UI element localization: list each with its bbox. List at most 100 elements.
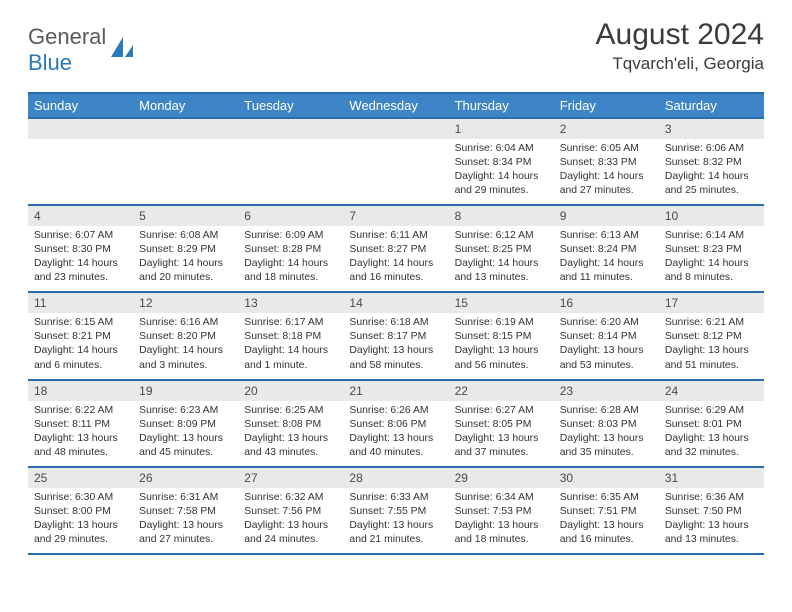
sunset-text: Sunset: 8:11 PM bbox=[34, 418, 127, 432]
daynum-row: 123 bbox=[28, 118, 764, 139]
daylight-text: Daylight: 13 hours and 43 minutes. bbox=[244, 432, 337, 460]
page-header: General Blue August 2024 Tqvarch'eli, Ge… bbox=[28, 18, 764, 76]
daynum-row: 25262728293031 bbox=[28, 467, 764, 488]
sunset-text: Sunset: 7:56 PM bbox=[244, 505, 337, 519]
sunrise-text: Sunrise: 6:30 AM bbox=[34, 491, 127, 505]
sunset-text: Sunset: 8:34 PM bbox=[455, 156, 548, 170]
sunset-text: Sunset: 7:53 PM bbox=[455, 505, 548, 519]
day-number: 20 bbox=[238, 381, 343, 401]
sunset-text: Sunset: 8:18 PM bbox=[244, 330, 337, 344]
sunrise-text: Sunrise: 6:20 AM bbox=[560, 316, 653, 330]
day-details: Sunrise: 6:18 AMSunset: 8:17 PMDaylight:… bbox=[343, 313, 448, 378]
day-number: 12 bbox=[133, 293, 238, 313]
daylight-text: Daylight: 13 hours and 29 minutes. bbox=[34, 519, 127, 547]
day-number: 30 bbox=[554, 468, 659, 488]
daylight-text: Daylight: 14 hours and 18 minutes. bbox=[244, 257, 337, 285]
sunrise-text: Sunrise: 6:34 AM bbox=[455, 491, 548, 505]
day-details: Sunrise: 6:05 AMSunset: 8:33 PMDaylight:… bbox=[554, 139, 659, 204]
weekday-row: Sunday Monday Tuesday Wednesday Thursday… bbox=[28, 93, 764, 118]
day-number: 11 bbox=[28, 293, 133, 313]
day-number: 22 bbox=[449, 381, 554, 401]
day-number: 1 bbox=[449, 119, 554, 139]
sunrise-text: Sunrise: 6:05 AM bbox=[560, 142, 653, 156]
sunset-text: Sunset: 8:23 PM bbox=[665, 243, 758, 257]
day-details: Sunrise: 6:17 AMSunset: 8:18 PMDaylight:… bbox=[238, 313, 343, 378]
daylight-text: Daylight: 13 hours and 32 minutes. bbox=[665, 432, 758, 460]
sunrise-text: Sunrise: 6:27 AM bbox=[455, 404, 548, 418]
sunrise-text: Sunrise: 6:14 AM bbox=[665, 229, 758, 243]
day-number: 23 bbox=[554, 381, 659, 401]
sunset-text: Sunset: 8:25 PM bbox=[455, 243, 548, 257]
day-number: 29 bbox=[449, 468, 554, 488]
weekday-header: Thursday bbox=[449, 93, 554, 118]
sunset-text: Sunset: 8:03 PM bbox=[560, 418, 653, 432]
day-details: Sunrise: 6:36 AMSunset: 7:50 PMDaylight:… bbox=[659, 488, 764, 553]
sunrise-text: Sunrise: 6:04 AM bbox=[455, 142, 548, 156]
day-number: 8 bbox=[449, 206, 554, 226]
day-number: 27 bbox=[238, 468, 343, 488]
sunset-text: Sunset: 8:15 PM bbox=[455, 330, 548, 344]
daylight-text: Daylight: 13 hours and 40 minutes. bbox=[349, 432, 442, 460]
sunset-text: Sunset: 8:30 PM bbox=[34, 243, 127, 257]
day-number: 15 bbox=[449, 293, 554, 313]
sunrise-text: Sunrise: 6:18 AM bbox=[349, 316, 442, 330]
daylight-text: Daylight: 14 hours and 6 minutes. bbox=[34, 344, 127, 372]
sunset-text: Sunset: 8:33 PM bbox=[560, 156, 653, 170]
sunset-text: Sunset: 8:06 PM bbox=[349, 418, 442, 432]
logo-sail-icon bbox=[109, 35, 135, 66]
daynum-row: 11121314151617 bbox=[28, 292, 764, 313]
day-details: Sunrise: 6:16 AMSunset: 8:20 PMDaylight:… bbox=[133, 313, 238, 378]
day-details: Sunrise: 6:11 AMSunset: 8:27 PMDaylight:… bbox=[343, 226, 448, 291]
sunrise-text: Sunrise: 6:21 AM bbox=[665, 316, 758, 330]
daydata-row: Sunrise: 6:07 AMSunset: 8:30 PMDaylight:… bbox=[28, 226, 764, 292]
daylight-text: Daylight: 13 hours and 27 minutes. bbox=[139, 519, 232, 547]
sunset-text: Sunset: 7:51 PM bbox=[560, 505, 653, 519]
sunrise-text: Sunrise: 6:26 AM bbox=[349, 404, 442, 418]
sunrise-text: Sunrise: 6:33 AM bbox=[349, 491, 442, 505]
weekday-header: Friday bbox=[554, 93, 659, 118]
daynum-row: 18192021222324 bbox=[28, 380, 764, 401]
daylight-text: Daylight: 13 hours and 53 minutes. bbox=[560, 344, 653, 372]
daydata-row: Sunrise: 6:22 AMSunset: 8:11 PMDaylight:… bbox=[28, 401, 764, 467]
sunrise-text: Sunrise: 6:23 AM bbox=[139, 404, 232, 418]
sunset-text: Sunset: 8:24 PM bbox=[560, 243, 653, 257]
day-number: 7 bbox=[343, 206, 448, 226]
weekday-header: Wednesday bbox=[343, 93, 448, 118]
day-details: Sunrise: 6:12 AMSunset: 8:25 PMDaylight:… bbox=[449, 226, 554, 291]
sunset-text: Sunset: 8:29 PM bbox=[139, 243, 232, 257]
day-details: Sunrise: 6:31 AMSunset: 7:58 PMDaylight:… bbox=[133, 488, 238, 553]
day-number: 4 bbox=[28, 206, 133, 226]
day-details: Sunrise: 6:35 AMSunset: 7:51 PMDaylight:… bbox=[554, 488, 659, 553]
day-number: 9 bbox=[554, 206, 659, 226]
sunset-text: Sunset: 8:09 PM bbox=[139, 418, 232, 432]
sunset-text: Sunset: 8:17 PM bbox=[349, 330, 442, 344]
day-details: Sunrise: 6:07 AMSunset: 8:30 PMDaylight:… bbox=[28, 226, 133, 291]
sunset-text: Sunset: 7:50 PM bbox=[665, 505, 758, 519]
sunrise-text: Sunrise: 6:28 AM bbox=[560, 404, 653, 418]
sunrise-text: Sunrise: 6:11 AM bbox=[349, 229, 442, 243]
daylight-text: Daylight: 13 hours and 35 minutes. bbox=[560, 432, 653, 460]
sunset-text: Sunset: 8:05 PM bbox=[455, 418, 548, 432]
day-number: 21 bbox=[343, 381, 448, 401]
day-details: Sunrise: 6:29 AMSunset: 8:01 PMDaylight:… bbox=[659, 401, 764, 466]
day-number: 18 bbox=[28, 381, 133, 401]
day-details: Sunrise: 6:13 AMSunset: 8:24 PMDaylight:… bbox=[554, 226, 659, 291]
sunset-text: Sunset: 7:58 PM bbox=[139, 505, 232, 519]
sunset-text: Sunset: 8:08 PM bbox=[244, 418, 337, 432]
day-details: Sunrise: 6:22 AMSunset: 8:11 PMDaylight:… bbox=[28, 401, 133, 466]
sunrise-text: Sunrise: 6:16 AM bbox=[139, 316, 232, 330]
day-details: Sunrise: 6:15 AMSunset: 8:21 PMDaylight:… bbox=[28, 313, 133, 378]
location-label: Tqvarch'eli, Georgia bbox=[596, 54, 764, 74]
sunset-text: Sunset: 7:55 PM bbox=[349, 505, 442, 519]
daylight-text: Daylight: 13 hours and 18 minutes. bbox=[455, 519, 548, 547]
day-details: Sunrise: 6:23 AMSunset: 8:09 PMDaylight:… bbox=[133, 401, 238, 466]
daylight-text: Daylight: 13 hours and 58 minutes. bbox=[349, 344, 442, 372]
daydata-row: Sunrise: 6:30 AMSunset: 8:00 PMDaylight:… bbox=[28, 488, 764, 554]
day-number: 3 bbox=[659, 119, 764, 139]
daylight-text: Daylight: 14 hours and 1 minute. bbox=[244, 344, 337, 372]
logo: General Blue bbox=[28, 24, 135, 76]
month-title: August 2024 bbox=[596, 18, 764, 52]
sunrise-text: Sunrise: 6:19 AM bbox=[455, 316, 548, 330]
day-details: Sunrise: 6:34 AMSunset: 7:53 PMDaylight:… bbox=[449, 488, 554, 553]
sunrise-text: Sunrise: 6:35 AM bbox=[560, 491, 653, 505]
